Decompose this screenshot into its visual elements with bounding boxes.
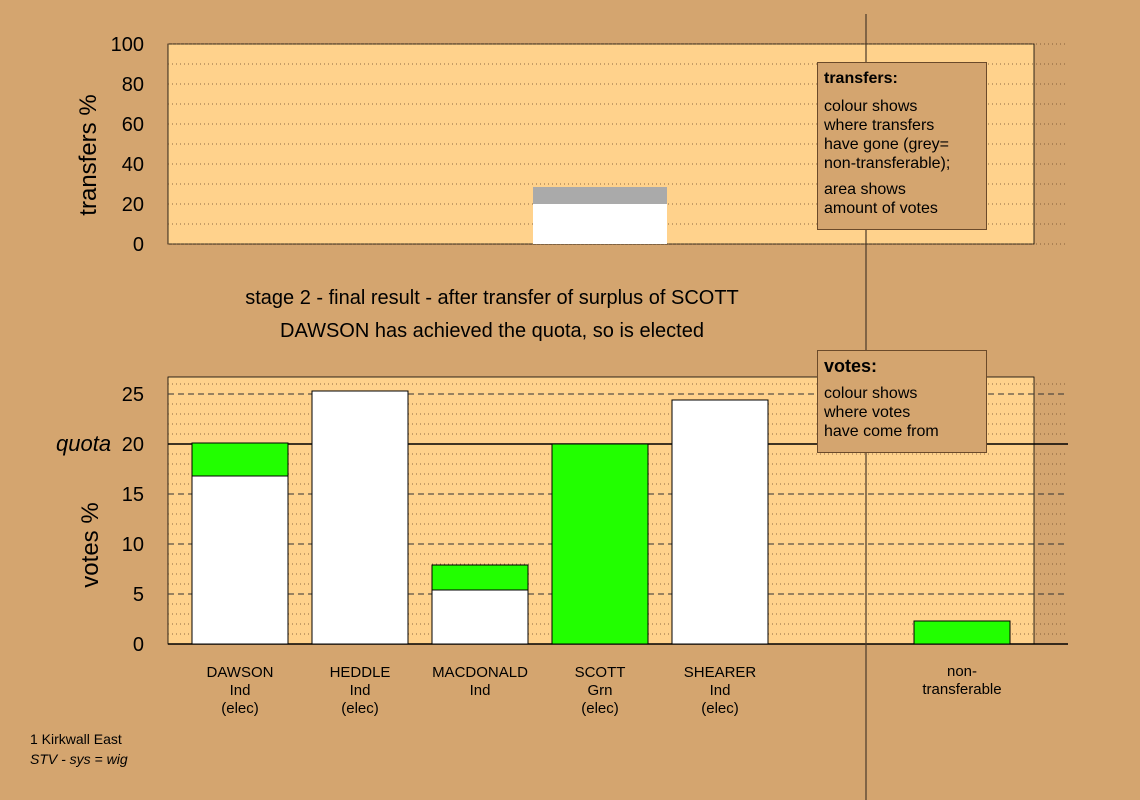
transfers-y-tick-label: 40	[122, 154, 144, 176]
quota-label: quota	[56, 431, 111, 456]
transfers-legend-colour-text: colour shows where transfers have gone (…	[824, 97, 980, 173]
transfer-bar-segment	[551, 443, 649, 645]
ward-name: 1 Kirkwall East	[30, 731, 122, 747]
transfers-legend: transfers: colour shows where transfers …	[817, 62, 987, 230]
transfer-bar-segment	[431, 564, 529, 591]
legend-line: area shows	[824, 181, 906, 198]
transfers-legend-title: transfers:	[824, 70, 898, 87]
nontransferable-label: transferable	[922, 681, 1001, 698]
votes-y-tick-label: 10	[122, 534, 144, 556]
candidate-label: (elec)	[581, 700, 619, 717]
transfers-y-tick-label: 100	[111, 34, 144, 56]
votes-legend-text: colour shows where votes have come from	[824, 384, 980, 441]
transfer-bar-segment	[191, 442, 289, 477]
vote-bar-segment	[191, 475, 289, 645]
votes-legend-title: votes:	[824, 356, 878, 376]
legend-line: amount of votes	[824, 200, 938, 217]
result-caption: DAWSON has achieved the quota, so is ele…	[280, 320, 704, 342]
candidate-label: Grn	[587, 682, 612, 699]
transfers-legend-area-text: area shows amount of votes	[824, 180, 980, 218]
votes-y-tick-label: 5	[133, 584, 144, 606]
candidate-label: Ind	[470, 682, 491, 699]
legend-line: where votes	[824, 404, 911, 421]
stage-caption: stage 2 - final result - after transfer …	[245, 287, 739, 309]
legend-line: have gone (grey=	[824, 136, 949, 153]
candidate-label: MACDONALD	[432, 664, 528, 681]
votes-y-axis-label: votes %	[77, 502, 104, 587]
votes-y-tick-label: 0	[133, 634, 144, 656]
transfers-y-tick-label: 0	[133, 234, 144, 256]
nontransferable-bar	[913, 620, 1011, 645]
transfers-y-tick-label: 20	[122, 194, 144, 216]
candidate-label: DAWSON	[207, 664, 274, 681]
legend-line: where transfers	[824, 117, 935, 134]
voting-system: STV - sys = wig	[30, 751, 128, 767]
transfers-y-tick-label: 60	[122, 114, 144, 136]
candidate-label: Ind	[230, 682, 251, 699]
vote-bar-segment	[311, 390, 409, 645]
legend-line: colour shows	[824, 385, 918, 402]
legend-line: colour shows	[824, 98, 918, 115]
vote-bar-segment	[671, 399, 769, 645]
votes-y-tick-label: 20	[122, 434, 144, 456]
legend-line: have come from	[824, 423, 939, 440]
legend-line: non-transferable);	[824, 155, 951, 172]
nontransferable-label: non-	[947, 663, 977, 680]
vote-bar-segment	[431, 589, 529, 645]
transfer-share-bar	[533, 204, 667, 244]
votes-y-tick-label: 15	[122, 484, 144, 506]
transfers-y-axis-label: transfers %	[75, 94, 102, 215]
candidate-label: (elec)	[701, 700, 739, 717]
transfer-share-bar	[533, 187, 667, 204]
votes-y-tick-label: 25	[122, 384, 144, 406]
candidate-label: HEDDLE	[330, 664, 391, 681]
candidate-label: Ind	[350, 682, 371, 699]
candidate-label: (elec)	[221, 700, 259, 717]
candidate-label: (elec)	[341, 700, 379, 717]
candidate-label: SCOTT	[575, 664, 626, 681]
transfers-y-tick-label: 80	[122, 74, 144, 96]
candidate-label: Ind	[710, 682, 731, 699]
candidate-label: SHEARER	[684, 664, 757, 681]
votes-legend: votes: colour shows where votes have com…	[817, 350, 987, 453]
